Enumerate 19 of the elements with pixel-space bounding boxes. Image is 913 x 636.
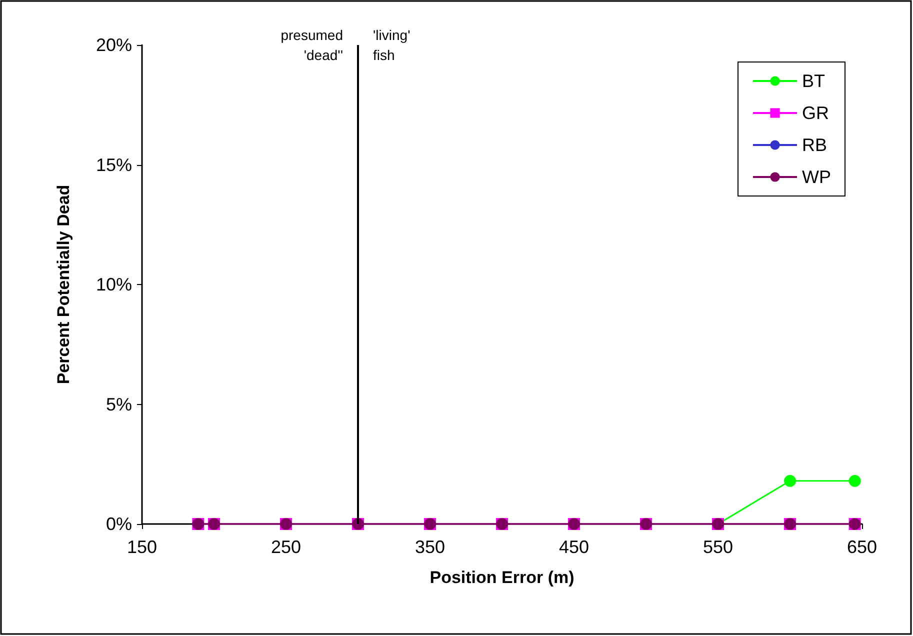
- legend-label: RB: [802, 135, 828, 155]
- y-tick-label: 15%: [96, 154, 132, 175]
- annotation: presumed 'dead'': [280, 27, 343, 63]
- annotation: 'living' fish: [373, 27, 410, 63]
- y-tick-label: 0%: [106, 514, 132, 534]
- x-tick-label: 650: [846, 537, 878, 557]
- x-tick-label: 450: [558, 537, 590, 557]
- y-tick-label: 5%: [106, 394, 132, 414]
- y-tick-label: 10%: [96, 274, 132, 294]
- legend-label: GR: [802, 103, 830, 123]
- y-axis-title: Percent Potentially Dead: [54, 184, 73, 384]
- y-tick-label: 20%: [96, 35, 132, 55]
- x-tick-label: 350: [414, 537, 446, 557]
- x-tick-label: 550: [702, 537, 734, 557]
- x-axis-title: Position Error (m): [430, 568, 574, 587]
- x-tick-label: 150: [126, 537, 158, 557]
- x-tick-label: 250: [270, 537, 302, 557]
- legend-label: WP: [802, 167, 832, 187]
- legend-label: BT: [802, 71, 826, 91]
